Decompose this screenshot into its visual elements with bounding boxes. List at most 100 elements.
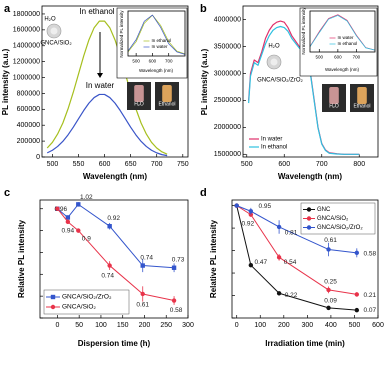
annotation: GNCA/SiO₂ bbox=[40, 41, 72, 47]
plot-frame bbox=[309, 10, 376, 53]
data-label: 0.81 bbox=[285, 230, 298, 237]
x-tick-label: 500 bbox=[316, 55, 324, 60]
data-point bbox=[276, 224, 282, 230]
x-tick-label: 600 bbox=[149, 59, 157, 64]
plot-frame bbox=[39, 199, 189, 319]
x-tick-label: 500 bbox=[132, 59, 140, 64]
data-point bbox=[171, 265, 177, 270]
x-tick-label: 600 bbox=[372, 322, 384, 329]
x-tick-label: 500 bbox=[47, 161, 59, 168]
y-tick-label: 200000 bbox=[17, 138, 40, 145]
data-point bbox=[248, 209, 254, 214]
legend-box bbox=[43, 289, 130, 315]
y-tick-label: 2000000 bbox=[214, 124, 241, 131]
legend-label: In water bbox=[261, 137, 282, 143]
sample-icon-core bbox=[50, 27, 58, 35]
annotation: H₂O bbox=[329, 103, 339, 109]
x-axis-label: Dispersion time (h) bbox=[78, 339, 151, 348]
x-tick-label: 550 bbox=[73, 161, 85, 168]
series-line bbox=[248, 25, 360, 155]
data-label: 1.02 bbox=[80, 194, 93, 201]
series-line bbox=[309, 15, 376, 51]
data-point bbox=[234, 203, 239, 208]
x-tick-label: 700 bbox=[151, 161, 163, 168]
data-point bbox=[276, 291, 282, 296]
y-tick-label: 1800000 bbox=[13, 11, 40, 18]
annotation: Ethanol bbox=[354, 103, 371, 109]
legend-label: GNCA/SiO₂ bbox=[62, 304, 96, 311]
x-axis-label: Irradiation time (min) bbox=[265, 339, 345, 348]
x-tick-label: 800 bbox=[353, 161, 365, 168]
data-point bbox=[354, 307, 360, 313]
data-point bbox=[354, 292, 360, 297]
x-tick-label: 200 bbox=[278, 322, 290, 329]
x-tick-label: 300 bbox=[302, 322, 314, 329]
panel-label: a bbox=[4, 3, 11, 15]
data-label: 0.95 bbox=[259, 203, 272, 210]
x-tick-label: 600 bbox=[99, 161, 111, 168]
y-tick-label: 1400000 bbox=[13, 43, 40, 50]
data-point bbox=[107, 263, 112, 268]
x-tick-label: 500 bbox=[349, 322, 361, 329]
x-tick-label: 700 bbox=[353, 55, 361, 60]
data-point bbox=[171, 298, 177, 303]
legend-marker bbox=[50, 294, 56, 300]
legend-label: GNCA/SiO₂/ZrO₂ bbox=[62, 294, 112, 301]
data-point bbox=[140, 291, 145, 297]
x-tick-label: 50 bbox=[75, 322, 83, 329]
legend-marker bbox=[306, 225, 312, 230]
y-tick-label: 0 bbox=[36, 154, 40, 161]
panel-label: b bbox=[200, 3, 207, 15]
x-tick-label: 500 bbox=[241, 161, 253, 168]
data-point bbox=[140, 263, 145, 268]
series-line bbox=[127, 14, 186, 55]
data-point bbox=[354, 250, 360, 256]
panel-label: d bbox=[200, 187, 207, 199]
data-label: 0.58 bbox=[363, 251, 376, 258]
legend-marker bbox=[306, 207, 312, 212]
annotation: GNCA/SiO₂/ZrO₂ bbox=[257, 78, 303, 84]
x-axis-label: Wavelength (nm) bbox=[278, 172, 342, 181]
data-point bbox=[76, 228, 81, 233]
x-axis-label: Wavelength (nm) bbox=[83, 172, 147, 181]
data-label: 0.74 bbox=[101, 272, 114, 279]
x-tick-label: 700 bbox=[316, 161, 328, 168]
data-point bbox=[326, 305, 331, 311]
legend-label: GNCA/SiO₂ bbox=[317, 216, 349, 222]
x-tick-label: 650 bbox=[125, 161, 137, 168]
panel-label: c bbox=[4, 187, 10, 199]
photo-vial bbox=[329, 87, 339, 104]
plot-frame bbox=[242, 5, 379, 158]
plot-frame bbox=[41, 5, 189, 158]
legend-label: In ethanol bbox=[261, 145, 287, 151]
data-point bbox=[65, 219, 71, 225]
x-tick-label: 750 bbox=[177, 161, 189, 168]
data-label: 0.96 bbox=[55, 206, 68, 213]
series-line bbox=[46, 20, 168, 155]
data-label: 0.74 bbox=[140, 254, 153, 261]
data-label: 0.9 bbox=[82, 235, 91, 242]
data-point bbox=[107, 224, 112, 229]
x-axis-label: Wavelength (nm) bbox=[139, 68, 174, 73]
y-tick-label: 400000 bbox=[17, 122, 40, 129]
y-tick-label: 3500000 bbox=[214, 43, 241, 50]
data-point bbox=[326, 287, 331, 293]
legend-marker bbox=[306, 216, 312, 221]
x-tick-label: 100 bbox=[254, 322, 266, 329]
y-tick-label: 4000000 bbox=[214, 16, 241, 23]
series-line bbox=[57, 208, 175, 302]
y-axis-label: Normalized PL intensity bbox=[301, 7, 306, 55]
legend-label: GNC bbox=[317, 207, 331, 213]
x-tick-label: 0 bbox=[235, 322, 239, 329]
legend-label: In water bbox=[152, 44, 169, 49]
x-tick-label: 700 bbox=[165, 59, 173, 64]
data-point bbox=[76, 202, 81, 207]
data-label: 0.61 bbox=[324, 237, 337, 244]
inset-frame bbox=[116, 7, 188, 79]
data-label: 0.92 bbox=[107, 215, 120, 222]
annotation: H₂O bbox=[44, 17, 56, 23]
y-axis-label: Normalized PL intensity bbox=[119, 10, 124, 58]
annotation: Ethanol bbox=[159, 101, 176, 107]
y-tick-label: 1500000 bbox=[214, 151, 241, 158]
